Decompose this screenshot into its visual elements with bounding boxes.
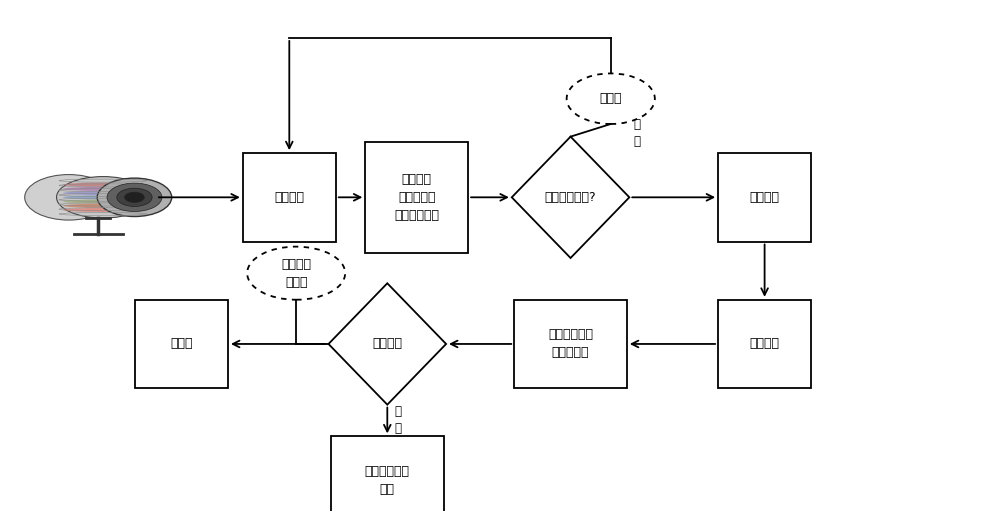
Polygon shape xyxy=(512,137,629,258)
Text: 存
在: 存 在 xyxy=(633,118,640,148)
Circle shape xyxy=(97,178,172,217)
Text: 合
理: 合 理 xyxy=(394,406,401,436)
Circle shape xyxy=(107,183,162,212)
Ellipse shape xyxy=(63,204,143,208)
Ellipse shape xyxy=(63,195,143,199)
Bar xyxy=(718,300,811,388)
Text: 管理员: 管理员 xyxy=(170,337,193,350)
Text: 是否找到目标?: 是否找到目标? xyxy=(545,191,596,204)
Bar xyxy=(331,436,444,516)
Ellipse shape xyxy=(63,208,143,212)
Text: 目标检测
（人头、眼
睛、面部等）: 目标检测 （人头、眼 睛、面部等） xyxy=(394,173,439,222)
Ellipse shape xyxy=(63,187,143,191)
Bar xyxy=(135,300,228,388)
Circle shape xyxy=(125,192,144,202)
Ellipse shape xyxy=(63,191,143,195)
Text: 区域划分: 区域划分 xyxy=(274,191,304,204)
Text: 拼接序列结果
显示: 拼接序列结果 显示 xyxy=(365,465,410,496)
Bar xyxy=(718,153,811,241)
Text: 不存在: 不存在 xyxy=(599,92,622,105)
Bar xyxy=(243,153,336,241)
Ellipse shape xyxy=(57,176,150,218)
Bar xyxy=(365,142,468,253)
Circle shape xyxy=(25,174,113,220)
Text: 不合理人
工干预: 不合理人 工干预 xyxy=(281,257,311,288)
Polygon shape xyxy=(328,283,446,405)
Ellipse shape xyxy=(247,247,345,300)
Ellipse shape xyxy=(63,200,143,203)
Text: 是否合理: 是否合理 xyxy=(372,337,402,350)
Ellipse shape xyxy=(63,183,143,187)
Text: 目标替换: 目标替换 xyxy=(750,191,780,204)
Ellipse shape xyxy=(567,73,655,124)
Text: 目标跟踪与区
域无缝拼接: 目标跟踪与区 域无缝拼接 xyxy=(548,329,593,360)
Text: 无缝拼接: 无缝拼接 xyxy=(750,337,780,350)
Bar xyxy=(514,300,627,388)
Circle shape xyxy=(117,188,152,206)
